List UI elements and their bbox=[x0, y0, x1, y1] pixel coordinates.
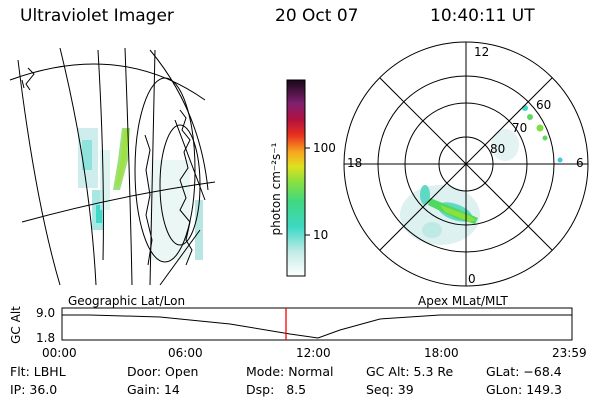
mlt-label-18: 18 bbox=[347, 156, 363, 170]
mlt-label-0: 0 bbox=[468, 272, 476, 286]
time-tick-2359: 23:59 bbox=[552, 346, 587, 360]
mode-status: Mode: Normal bbox=[246, 364, 334, 379]
time-tick-0000: 00:00 bbox=[42, 346, 77, 360]
mlt-label-12: 12 bbox=[474, 45, 490, 59]
glon-status: GLon: 149.3 bbox=[486, 382, 562, 397]
polar-emission bbox=[400, 105, 563, 245]
time-label: 10:40:11 UT bbox=[430, 6, 535, 26]
coastline bbox=[21, 67, 193, 266]
map-grid bbox=[9, 47, 216, 286]
colorbar-unit-label: photon cm⁻²s⁻¹ bbox=[269, 142, 283, 236]
glat-status: GLat: −68.4 bbox=[486, 364, 562, 379]
ip-status: IP: 36.0 bbox=[10, 382, 58, 397]
seq-status: Seq: 39 bbox=[366, 382, 414, 397]
gc-alt-axis-label: GC Alt bbox=[9, 306, 23, 344]
time-tick-1800: 18:00 bbox=[424, 346, 459, 360]
filter-status: Flt: LBHL bbox=[10, 364, 66, 379]
geographic-label: Geographic Lat/Lon bbox=[68, 294, 186, 308]
gain-status: Gain: 14 bbox=[127, 382, 180, 397]
map-emission bbox=[78, 128, 203, 260]
alt-tick-1-8: 1.8 bbox=[36, 331, 56, 345]
mlat-label-60: 60 bbox=[536, 98, 552, 112]
apex-label: Apex MLat/MLT bbox=[418, 294, 508, 308]
mlat-label-70: 70 bbox=[512, 121, 528, 135]
date-label: 20 Oct 07 bbox=[275, 6, 359, 26]
time-tick-1200: 12:00 bbox=[296, 346, 331, 360]
gc-alt-status: GC Alt: 5.3 Re bbox=[366, 364, 454, 379]
alt-tick-9: 9.0 bbox=[36, 306, 56, 320]
instrument-title: Ultraviolet Imager bbox=[20, 6, 174, 26]
colorbar-tick-10: 10 bbox=[313, 228, 329, 242]
colorbar-tick-100: 100 bbox=[313, 141, 336, 155]
time-tick-0600: 06:00 bbox=[168, 346, 203, 360]
door-status: Door: Open bbox=[127, 364, 199, 379]
dsp-status: Dsp: 8.5 bbox=[246, 382, 307, 397]
mlat-label-80: 80 bbox=[490, 142, 506, 156]
mlt-label-6: 6 bbox=[576, 156, 584, 170]
